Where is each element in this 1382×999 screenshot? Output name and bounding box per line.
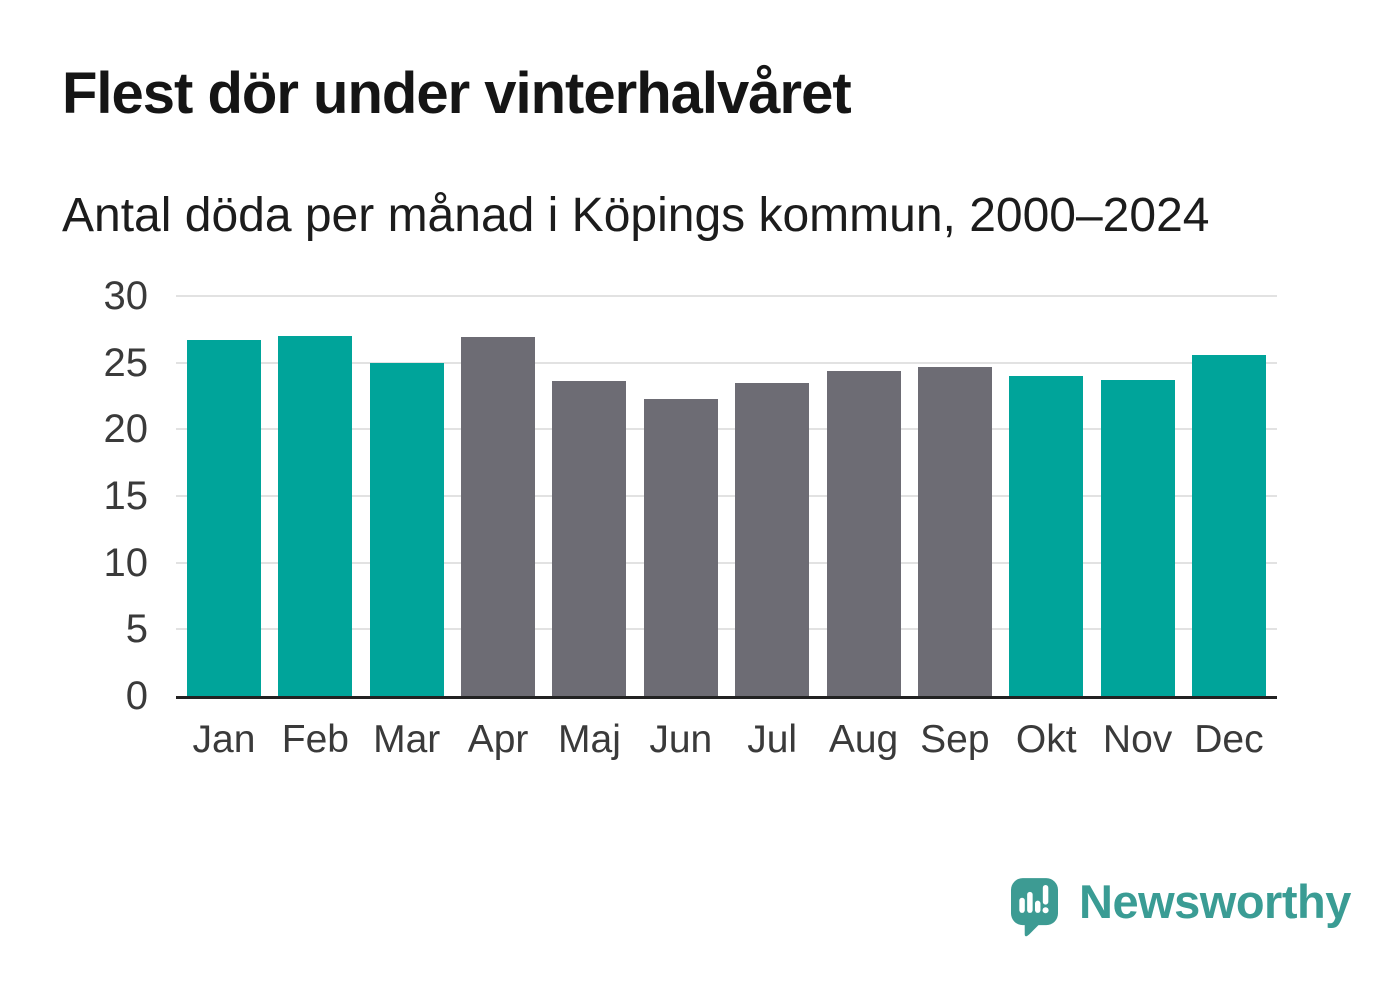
x-tick-dec: Dec [1192, 718, 1266, 762]
bar-mar [369, 362, 444, 696]
x-tick-aug: Aug [827, 718, 901, 762]
x-tick-label-dec: Dec [1194, 718, 1264, 761]
x-tick-label-jul: Jul [747, 718, 798, 761]
bar-nov [1100, 380, 1175, 696]
y-tick-label-25: 25 [103, 340, 149, 385]
x-tick-apr: Apr [461, 718, 535, 762]
x-tick-nov: Nov [1101, 718, 1175, 762]
brand-attribution-link[interactable]: Newsworthy [1011, 878, 1351, 938]
logo-bar-1 [1019, 897, 1025, 913]
x-axis: Jan Feb Mar Apr Maj Jun Jul Aug Sep Okt Nov Dec [187, 718, 1266, 762]
gridline-5 [176, 628, 1277, 631]
y-tick-label-0: 0 [125, 674, 148, 718]
bar-sep [917, 366, 992, 696]
gridline-30 [176, 295, 1277, 297]
gridline-20 [176, 428, 1277, 431]
x-tick-mar: Mar [370, 718, 444, 762]
x-tick-label-nov: Nov [1102, 718, 1173, 761]
x-tick-label-maj: Maj [558, 718, 621, 761]
x-tick-label-apr: Apr [467, 718, 529, 761]
chart-subtitle: Antal döda per månad i Köpings kommun, 2… [62, 189, 1210, 242]
bar-okt [1009, 376, 1084, 696]
plot-area [176, 295, 1277, 699]
x-tick-maj: Maj [552, 718, 626, 762]
logo-exclamation-bar [1042, 884, 1049, 905]
y-tick-label-5: 5 [125, 607, 148, 652]
speech-bubble-tail [1024, 919, 1042, 937]
x-tick-label-aug: Aug [828, 718, 899, 761]
gridline-15 [176, 495, 1277, 497]
x-tick-label-sep: Sep [920, 718, 990, 761]
x-tick-label-okt: Okt [1015, 718, 1077, 761]
logo-bar-3 [1034, 900, 1041, 913]
x-tick-label-mar: Mar [373, 718, 441, 761]
x-tick-jun: Jun [644, 718, 718, 762]
x-tick-sep: Sep [918, 718, 992, 762]
bar-apr [461, 337, 536, 696]
bar-maj [552, 381, 627, 696]
y-tick-label-30: 30 [103, 274, 149, 318]
x-tick-jul: Jul [735, 718, 809, 762]
bar-aug [826, 370, 901, 696]
bar-feb [278, 336, 353, 696]
bar-jan [187, 340, 261, 696]
gridline-10 [176, 561, 1277, 564]
logo-bar-2 [1027, 891, 1033, 913]
y-axis: 0 5 10 15 20 25 30 [0, 274, 160, 718]
y-tick-label-10: 10 [103, 540, 149, 585]
x-tick-label-jan: Jan [192, 718, 256, 761]
bar-jul [735, 382, 810, 696]
x-tick-okt: Okt [1009, 718, 1083, 762]
bars-group [187, 296, 1266, 696]
y-tick-label-20: 20 [103, 407, 149, 452]
x-tick-label-jun: Jun [649, 718, 713, 761]
gridline-25 [176, 361, 1277, 364]
bar-jun [643, 398, 718, 696]
brand-name: Newsworthy [1079, 875, 1351, 928]
x-tick-feb: Feb [278, 718, 352, 762]
x-tick-jan: Jan [187, 718, 261, 762]
newsworthy-logo-icon [1011, 878, 1058, 937]
chart-title: Flest dör under vinterhalvåret [62, 61, 852, 126]
x-tick-label-feb: Feb [281, 718, 349, 761]
bar-dec [1191, 354, 1266, 696]
y-tick-label-15: 15 [103, 474, 149, 518]
logo-exclamation-dot [1042, 907, 1049, 914]
